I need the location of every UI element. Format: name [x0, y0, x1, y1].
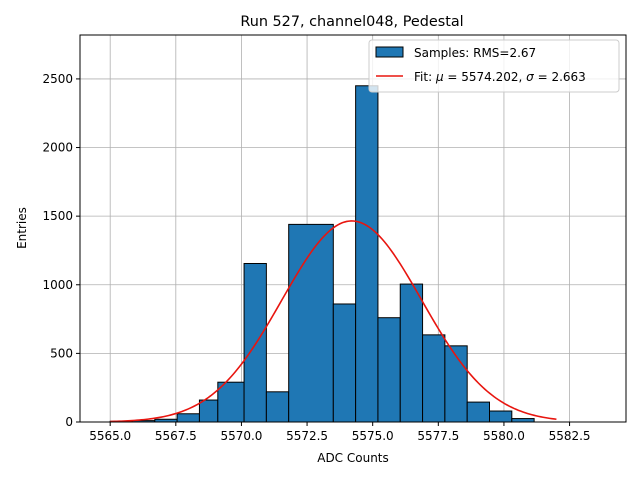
y-axis-label: Entries	[15, 207, 29, 249]
legend: Samples: RMS=2.67 Fit: μ = 5574.202, σ =…	[368, 39, 620, 93]
legend-samples-swatch	[375, 46, 404, 58]
legend-fit-label: Fit: μ = 5574.202, σ = 2.663	[414, 70, 586, 84]
histogram-bar	[198, 399, 219, 423]
histogram-bar	[176, 413, 200, 423]
histogram-bar	[489, 410, 513, 423]
legend-fit-suffix: = 2.663	[534, 70, 586, 84]
x-tick-label: 5577.5	[417, 429, 459, 443]
legend-fit-sigma: σ	[526, 70, 534, 84]
x-tick-label: 5572.5	[286, 429, 328, 443]
y-tick-label: 1500	[42, 209, 73, 223]
legend-samples-label: Samples: RMS=2.67	[414, 46, 536, 60]
histogram-bar	[288, 223, 334, 423]
histogram-bar	[243, 262, 267, 423]
legend-fit-mu: μ	[435, 70, 444, 84]
y-tick-label: 2000	[42, 141, 73, 155]
x-tick-label: 5575.0	[352, 429, 394, 443]
x-tick-label: 5570.0	[220, 429, 262, 443]
x-tick-label: 5565.0	[89, 429, 131, 443]
x-tick-label: 5582.5	[549, 429, 591, 443]
fit-curve	[110, 220, 557, 423]
y-tick-label: 0	[65, 415, 73, 429]
histogram-bar	[511, 418, 535, 423]
y-tick-label: 1000	[42, 278, 73, 292]
y-axis-ticks: 0 500 1000 1500 2000 2500	[42, 72, 80, 429]
x-tick-label: 5567.5	[155, 429, 197, 443]
histogram-bar	[355, 85, 379, 423]
histogram-bar	[466, 401, 490, 423]
legend-fit-prefix: Fit:	[414, 70, 436, 84]
histogram-bars	[109, 85, 535, 423]
histogram-bar	[399, 283, 424, 423]
histogram-bar	[422, 334, 446, 423]
chart-title: Run 527, channel048, Pedestal	[240, 14, 463, 30]
legend-fit-mid: = 5574.202,	[444, 70, 527, 84]
x-axis-label: ADC Counts	[317, 451, 389, 465]
y-tick-label: 500	[50, 346, 73, 360]
histogram-bar	[265, 391, 290, 423]
y-tick-label: 2500	[42, 72, 73, 86]
legend-box	[368, 39, 620, 93]
plot-area-frame	[79, 34, 627, 423]
x-axis-ticks: 5565.0 5567.5 5570.0 5572.5 5575.0 5577.5 5580…	[89, 422, 591, 443]
histogram-bar	[332, 303, 357, 423]
histogram-bar	[377, 317, 401, 423]
histogram-bar	[217, 381, 245, 423]
x-tick-label: 5580.0	[483, 429, 525, 443]
